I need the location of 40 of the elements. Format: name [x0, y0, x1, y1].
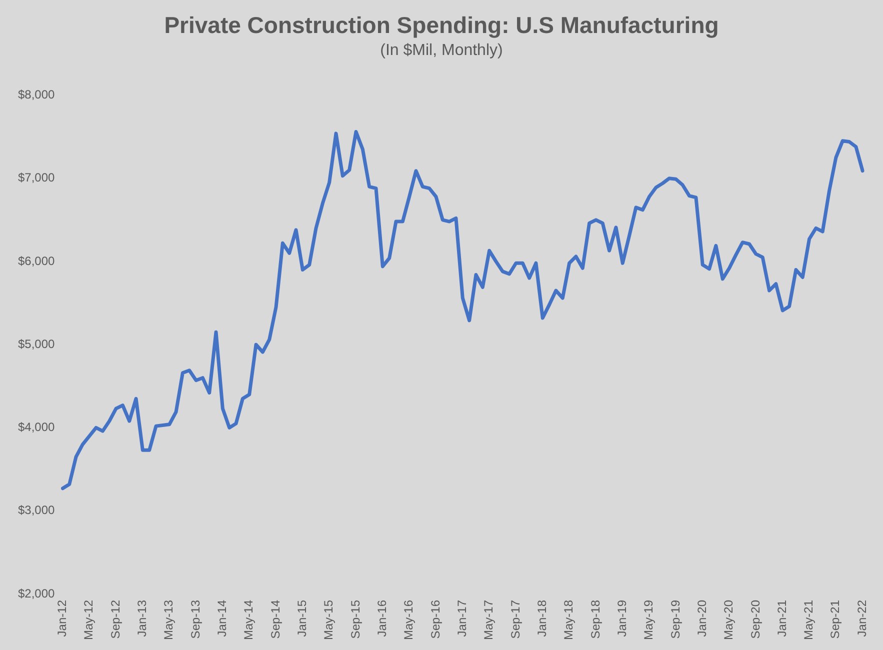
x-tick-label: May-19 — [642, 600, 656, 640]
x-tick-label: May-20 — [722, 600, 736, 640]
x-tick-label: Sep-21 — [828, 600, 842, 639]
chart-title: Private Construction Spending: U.S Manufacturing — [163, 12, 720, 39]
chart-subtitle: (In $Mil, Monthly) — [379, 42, 504, 60]
x-tick-label: May-16 — [402, 600, 416, 640]
x-tick-label: Jan-13 — [135, 600, 150, 637]
x-tick-label: Jan-21 — [774, 600, 789, 637]
y-tick-label: $8,000 — [18, 88, 56, 102]
x-tick-label: Jan-12 — [55, 600, 70, 637]
x-tick-label: May-18 — [562, 600, 576, 640]
x-tick-label: Jan-19 — [614, 600, 629, 637]
x-tick-label: Sep-16 — [428, 600, 442, 639]
x-tick-label: Sep-17 — [508, 600, 522, 639]
x-tick-label: Sep-14 — [268, 600, 282, 639]
x-tick-label: May-12 — [82, 600, 96, 640]
x-tick-label: Sep-13 — [188, 600, 202, 639]
x-tick-label: May-14 — [242, 600, 256, 640]
x-tick-label: Jan-22 — [854, 600, 869, 637]
y-tick-label: $2,000 — [18, 586, 56, 600]
y-tick-label: $4,000 — [18, 420, 56, 434]
y-tick-label: $6,000 — [18, 254, 56, 268]
x-tick-label: Jan-17 — [454, 600, 469, 637]
y-tick-label: $5,000 — [18, 336, 56, 351]
x-tick-label: May-13 — [162, 600, 176, 640]
y-tick-label: $7,000 — [18, 170, 56, 185]
x-tick-label: Jan-20 — [694, 600, 709, 637]
x-tick-label: May-15 — [322, 600, 336, 640]
x-tick-label: Jan-14 — [214, 600, 229, 637]
x-tick-label: Sep-18 — [588, 600, 602, 639]
x-tick-label: Jan-18 — [534, 600, 549, 637]
x-tick-label: Sep-12 — [108, 600, 122, 639]
x-tick-label: May-21 — [802, 600, 816, 640]
x-tick-label: May-17 — [482, 600, 496, 640]
x-tick-label: Jan-16 — [374, 600, 389, 637]
x-tick-label: Sep-19 — [668, 600, 682, 639]
y-tick-label: $3,000 — [18, 503, 56, 518]
x-tick-label: Jan-15 — [294, 600, 309, 637]
x-tick-label: Sep-15 — [348, 600, 362, 639]
x-tick-label: Sep-20 — [748, 600, 762, 639]
